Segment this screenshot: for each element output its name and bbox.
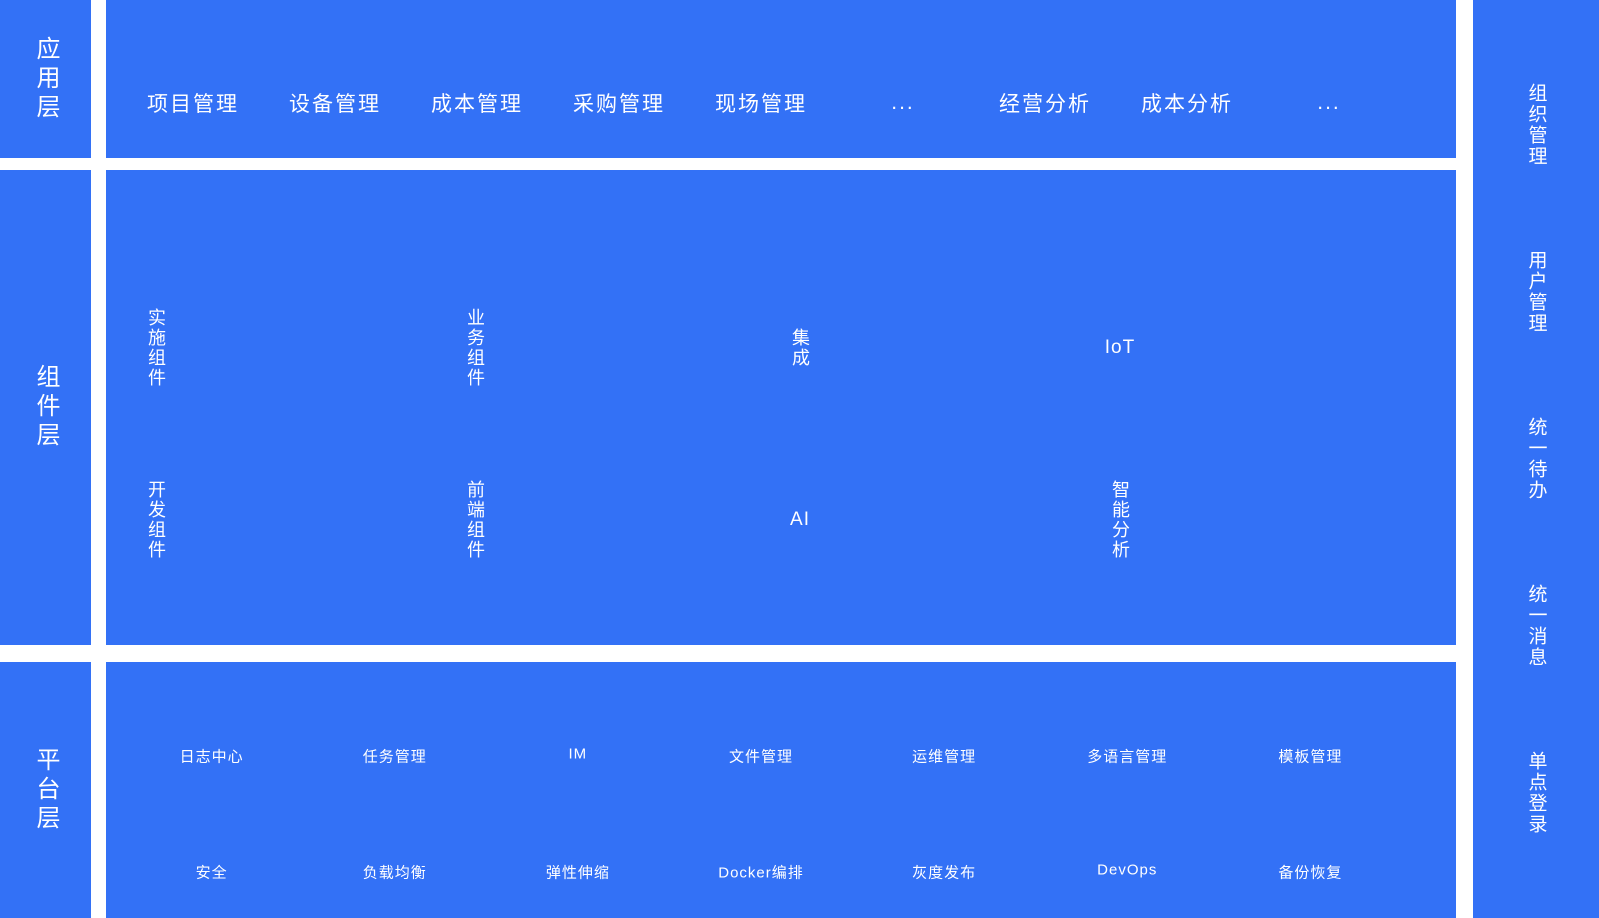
component-item: AI [790,509,810,530]
platform-item: 运维管理 [912,748,977,766]
app-item: 设备管理 [289,93,381,116]
app-item: 采购管理 [573,93,665,116]
app-item-ellipsis: ... [891,91,915,114]
platform-item: 任务管理 [362,748,427,766]
platform-layer-label: 平台层 [32,746,59,834]
sidebar-panel: 组织管理 用户管理 统一待办 统一消息 单点登录 [1473,0,1599,918]
component-layer-panel: 实施组件 业务组件 集成 IoT 开发组件 前端组件 AI 智能分析 [106,170,1456,645]
platform-item: 日志中心 [179,748,244,766]
platform-row-top: 日志中心 任务管理 IM 文件管理 运维管理 多语言管理 模板管理 [106,746,1402,767]
platform-item: 安全 [195,864,228,882]
platform-item: 备份恢复 [1278,864,1343,882]
component-item: 前端组件 [465,480,485,560]
component-item: IoT [1104,337,1136,358]
sidebar-item: 用户管理 [1525,250,1547,334]
platform-layer-label-block: 平台层 [0,662,91,918]
platform-item: 负载均衡 [362,864,427,882]
app-item: 现场管理 [715,93,807,116]
application-items-row: 项目管理 设备管理 成本管理 采购管理 现场管理 ... 经营分析 成本分析 .… [106,0,1400,158]
platform-item: 弹性伸缩 [545,864,610,882]
application-layer-label: 应用层 [32,35,59,123]
sidebar-item: 统一待办 [1525,417,1547,501]
component-item: 实施组件 [146,308,166,388]
platform-row-bottom: 安全 负载均衡 弹性伸缩 Docker编排 灰度发布 DevOps 备份恢复 [106,862,1402,883]
component-item: 开发组件 [146,480,166,560]
app-item: 经营分析 [999,93,1091,116]
layer-labels-column: 应用层 组件层 平台层 [0,0,91,918]
component-layer-label-block: 组件层 [0,170,91,645]
platform-item: Docker编排 [718,864,804,882]
component-item: 智能分析 [1110,480,1130,560]
app-item: 项目管理 [147,93,239,116]
component-item: 业务组件 [465,308,485,388]
application-layer-label-block: 应用层 [0,0,91,158]
platform-item: 多语言管理 [1087,748,1168,766]
app-item-ellipsis: ... [1317,91,1341,114]
main-content-column: 项目管理 设备管理 成本管理 采购管理 现场管理 ... 经营分析 成本分析 .… [106,0,1456,918]
app-item: 成本管理 [431,93,523,116]
platform-item: IM [568,745,588,763]
platform-item: 文件管理 [728,748,793,766]
platform-item: 灰度发布 [912,864,977,882]
sidebar-item: 统一消息 [1525,584,1547,668]
app-item: 成本分析 [1141,93,1233,116]
component-layer-label: 组件层 [32,364,59,451]
component-item: 集成 [790,328,810,368]
sidebar-item: 单点登录 [1525,751,1547,835]
platform-item: DevOps [1097,861,1158,879]
application-layer-panel: 项目管理 设备管理 成本管理 采购管理 现场管理 ... 经营分析 成本分析 .… [106,0,1456,158]
sidebar-item: 组织管理 [1525,83,1547,167]
platform-item: 模板管理 [1278,748,1343,766]
platform-layer-panel: 日志中心 任务管理 IM 文件管理 运维管理 多语言管理 模板管理 安全 负载均… [106,662,1456,918]
